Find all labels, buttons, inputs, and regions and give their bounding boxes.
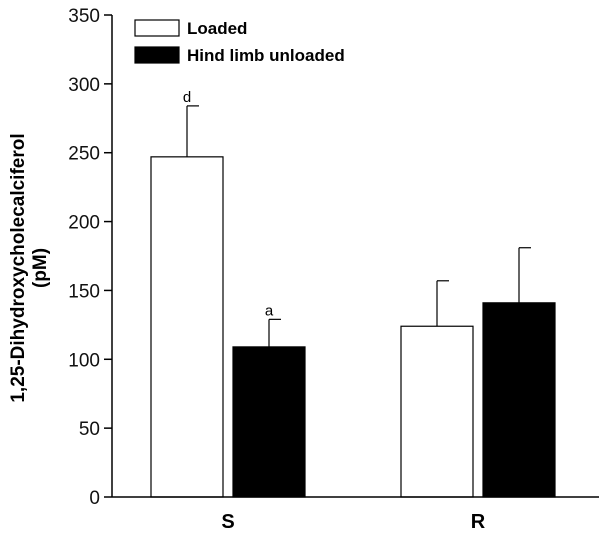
y-tick-label: 50 [79,419,100,440]
y-tick-label: 350 [68,6,100,27]
bars [150,156,556,498]
y-tick-label: 200 [68,213,100,234]
y-tick-label: 100 [68,350,100,371]
y-axis-title-line-1: 1,25-Dihydroxycholecalciferol [8,133,29,402]
significance-letter: a [265,302,274,319]
y-axis-title: 1,25-Dihydroxycholecalciferol (pM) [8,133,51,402]
legend-swatch [134,46,180,64]
y-axis-title-line-2: (pM) [30,248,51,288]
legend-swatch [134,19,180,37]
significance-annotations: da [183,89,274,319]
x-category-label: R [471,511,486,533]
significance-letter: d [183,89,191,106]
bar-S-unloaded [232,346,306,498]
x-category-label: S [221,511,234,533]
error-bars [186,105,531,347]
legend-label: Hind limb unloaded [187,46,345,65]
axes [111,15,599,498]
y-tick-label: 150 [68,281,100,302]
y-axis-ticks: 0 50 100 150 200 250 300 350 [68,6,112,509]
bar-R-loaded [400,325,474,498]
legend-label: Loaded [187,19,247,38]
legend: Loaded Hind limb unloaded [134,19,345,65]
y-tick-label: 250 [68,144,100,165]
y-tick-label: 300 [68,75,100,96]
bar-R-unloaded [482,302,556,498]
y-tick-label: 0 [89,488,100,509]
bar-S-loaded [150,156,224,498]
